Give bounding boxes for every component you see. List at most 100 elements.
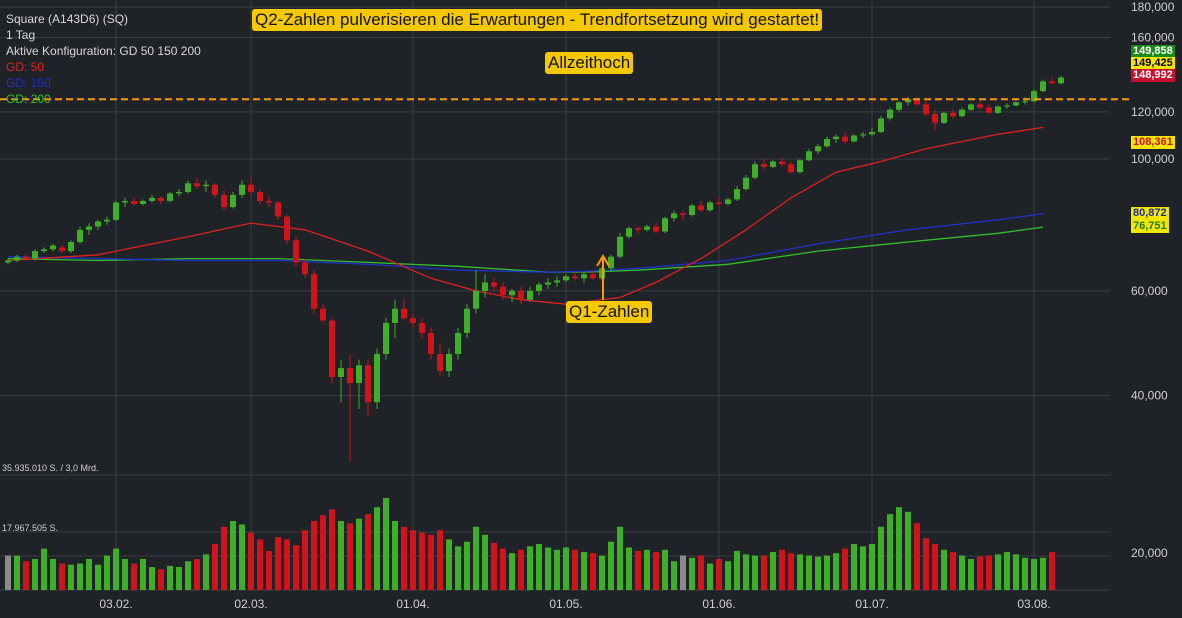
volume-bar (392, 521, 398, 590)
volume-bar (851, 544, 857, 590)
volume-bar (995, 554, 1001, 590)
volume-bar (1022, 557, 1028, 590)
volume-mid-label: 17.967.505 S. (2, 523, 59, 533)
volume-bar (77, 563, 83, 590)
price-tag-high: 149,858 (1131, 45, 1175, 58)
candle-body (473, 290, 479, 309)
volume-bar (743, 554, 749, 590)
candle-body (707, 202, 713, 211)
volume-bar (338, 521, 344, 590)
price-tag-close: 149,425 (1131, 57, 1175, 70)
candle-body (617, 236, 623, 257)
volume-bar (860, 546, 866, 590)
candle-body (923, 104, 929, 114)
volume-bar (725, 561, 731, 590)
candle-body (320, 308, 326, 321)
volume-bar (428, 534, 434, 590)
volume-bar (572, 549, 578, 590)
volume-bar (257, 539, 263, 590)
candle-body (1004, 105, 1010, 107)
candle-body (284, 216, 290, 241)
candle-body (158, 197, 164, 201)
candle-body (581, 274, 587, 279)
candle-body (896, 102, 902, 110)
candle-body (14, 256, 20, 261)
candle-body (968, 104, 974, 110)
candle-body (860, 134, 866, 136)
candle-body (689, 205, 695, 215)
candle-body (662, 218, 668, 232)
volume-bar (23, 561, 29, 590)
candle-body (815, 146, 821, 152)
volume-bar (968, 558, 974, 590)
candle-body (167, 193, 173, 201)
volume-bar (626, 547, 632, 590)
candle-body (527, 290, 533, 300)
volume-bar (752, 555, 758, 590)
volume-bar (203, 554, 209, 590)
volume-bar (365, 514, 371, 590)
volume-bar (518, 549, 524, 590)
volume-bar (824, 555, 830, 590)
headline-callout: Q2-Zahlen pulverisieren die Erwartungen … (252, 9, 823, 31)
x-tick-label: 02.03. (234, 597, 267, 611)
candle-body (1013, 102, 1019, 106)
volume-bar (113, 548, 119, 590)
candle-body (95, 221, 101, 227)
volume-bar (446, 539, 452, 590)
candle-body (41, 249, 47, 252)
candle-body (203, 184, 209, 187)
q1-callout: Q1-Zahlen (566, 301, 653, 323)
candle-body (401, 308, 407, 319)
candle-body (869, 131, 875, 135)
volume-bar (464, 541, 470, 590)
volume-bar (140, 558, 146, 590)
volume-bar (284, 539, 290, 590)
candle-body (752, 164, 758, 178)
candle-body (482, 282, 488, 291)
x-tick-label: 01.05. (549, 597, 582, 611)
volume-bar (320, 515, 326, 590)
candle-body (563, 276, 569, 281)
candle-body (266, 200, 272, 203)
legend-gd200: GD: 200 (6, 92, 51, 106)
volume-bar (644, 549, 650, 590)
candle-body (59, 247, 65, 252)
volume-bar (131, 563, 137, 590)
volume-bar (293, 545, 299, 590)
interval-label: 1 Tag (6, 28, 36, 42)
candle-body (653, 226, 659, 232)
candle-body (437, 354, 443, 372)
volume-bar (275, 537, 281, 590)
volume-bar (1040, 557, 1046, 590)
candle-body (608, 256, 614, 269)
volume-bar (185, 561, 191, 590)
volume-bar (14, 555, 20, 590)
q1-arrow-head (596, 254, 610, 267)
volume-bar (221, 526, 227, 590)
volume-bar (95, 564, 101, 590)
price-tag-gd200: 76,751 (1131, 220, 1169, 233)
candle-body (995, 106, 1001, 113)
volume-bar (68, 564, 74, 590)
candle-body (239, 184, 245, 195)
volume-bar (680, 555, 686, 590)
volume-bar (482, 534, 488, 590)
volume-bar (419, 532, 425, 590)
volume-bar (806, 555, 812, 590)
volume-bar (923, 538, 929, 590)
volume-bar (356, 518, 362, 590)
candle-body (131, 200, 137, 204)
price-tag-low: 148,992 (1131, 69, 1175, 82)
volume-bar (239, 524, 245, 590)
candle-body (104, 219, 110, 222)
volume-bar (536, 544, 542, 590)
volume-bar (590, 553, 596, 590)
volume-bar (698, 555, 704, 590)
candle-body (518, 290, 524, 300)
x-tick-label: 01.04. (396, 597, 429, 611)
candle-body (590, 274, 596, 279)
candle-body (491, 282, 497, 287)
y-tick-label: 100,000 (1131, 152, 1175, 166)
